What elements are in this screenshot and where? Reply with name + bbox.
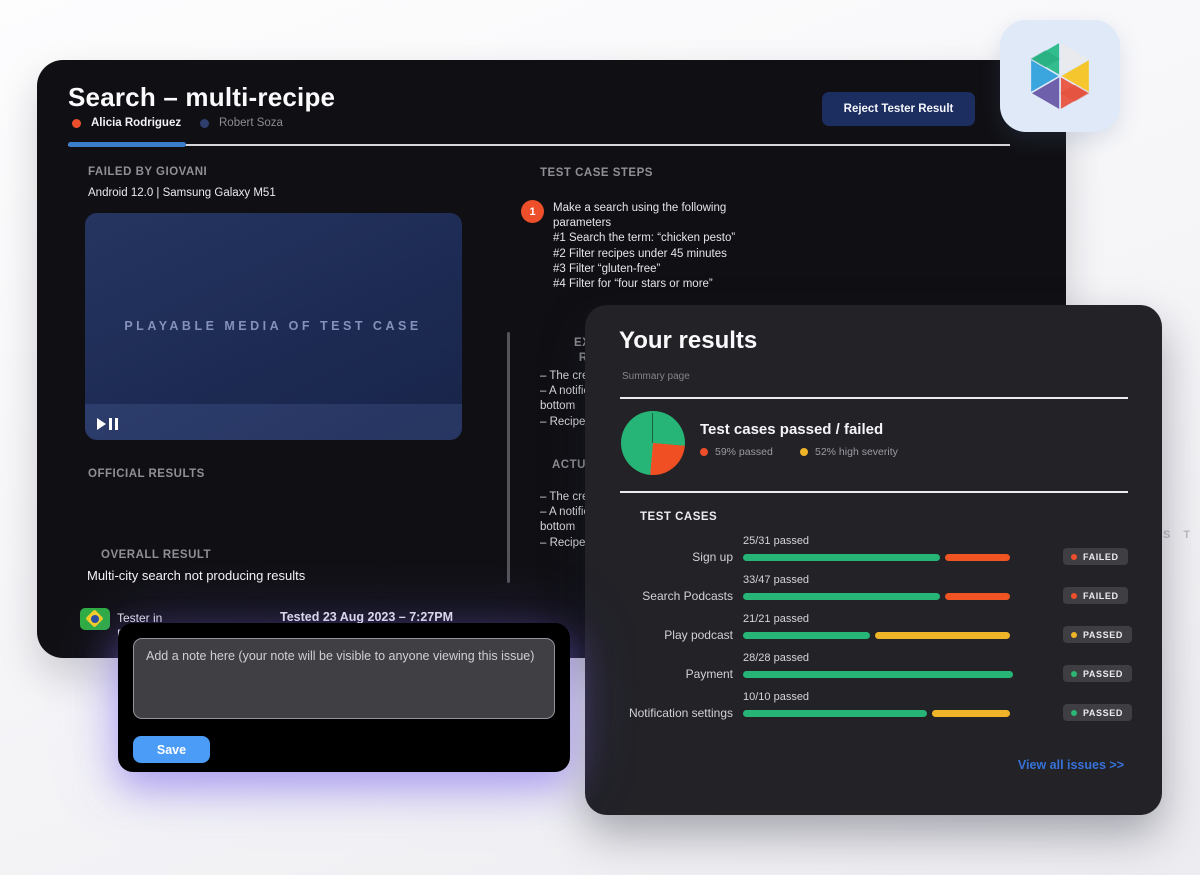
device-info: Android 12.0 | Samsung Galaxy M51 [88,187,276,199]
tab-alicia-rodriguez[interactable]: Alicia Rodriguez [72,117,181,129]
overall-result-text: Multi-city search not producing results [87,568,306,583]
header-divider [68,144,1010,146]
passed-count: 28/28 passed [743,652,810,664]
overall-result-label: OVERALL RESULT [101,549,212,561]
status-badge: FAILED [1063,548,1128,565]
test-case-name: Notification settings [628,706,733,720]
divider [620,491,1128,493]
save-button[interactable]: Save [133,736,210,763]
reject-tester-result-button[interactable]: Reject Tester Result [822,92,975,126]
official-results-label: OFFICIAL RESULTS [88,468,205,480]
status-dot [1071,592,1077,599]
legend-dot [800,448,808,456]
page-title: Search – multi-recipe [68,82,336,112]
legend-item-severity: 52% high severity [800,446,898,458]
pie-chart-notch [652,413,653,443]
test-case-row: 33/47 passed Search Podcasts FAILED [585,574,1162,610]
passed-count: 33/47 passed [743,574,810,586]
tab-robert-soza[interactable]: Robert Soza [200,117,283,129]
divider [620,397,1128,399]
test-case-steps-label: TEST CASE STEPS [540,167,653,179]
tab-status-dot [200,118,209,128]
legend-item-passed: 59% passed [700,446,773,458]
legend-dot [700,448,708,456]
status-dot [1071,631,1077,638]
test-cases-label: TEST CASES [640,511,718,523]
pie-chart [621,411,685,475]
chart-title: Test cases passed / failed [700,421,884,438]
progress-bar [743,593,1013,600]
results-subtitle: Summary page [622,371,690,382]
status-badge: PASSED [1063,626,1132,643]
note-input[interactable] [133,638,555,719]
test-case-row: 25/31 passed Sign up FAILED [585,535,1162,571]
test-case-name: Payment [685,667,733,681]
passed-count: 25/31 passed [743,535,810,547]
passed-count: 21/21 passed [743,613,810,625]
media-placeholder-text: PLAYABLE MEDIA OF TEST CASE [124,319,422,333]
step-description: Make a search using the following parame… [553,202,736,291]
tab-label: Alicia Rodriguez [91,117,182,129]
progress-bar [743,671,1013,678]
test-case-row: 21/21 passed Play podcast PASSED [585,613,1162,649]
failed-by-label: FAILED BY GIOVANI [88,166,208,178]
your-results-panel: Your results Summary page Test cases pas… [585,305,1162,815]
colorful-cube-logo-icon [1028,40,1092,112]
media-controls-bar [85,404,462,440]
active-tab-underline [68,142,186,147]
test-case-name: Play podcast [664,628,733,642]
step-number-badge: 1 [521,200,544,223]
add-note-dialog: Save [118,623,570,772]
progress-bar [743,710,1013,717]
progress-bar [743,554,1013,561]
test-case-name: Sign up [692,550,733,564]
tab-label: Robert Soza [219,117,283,129]
background-watermark-text: S T [1163,529,1196,541]
test-case-row: 28/28 passed Payment PASSED [585,652,1162,688]
progress-bar [743,632,1013,639]
status-badge: FAILED [1063,587,1128,604]
view-all-issues-link[interactable]: View all issues >> [1017,758,1124,772]
passed-count: 10/10 passed [743,691,810,703]
tab-status-dot [72,118,81,128]
tested-date: Tested 23 Aug 2023 – 7:27PM [280,610,453,624]
status-badge: PASSED [1063,665,1132,682]
results-title: Your results [619,327,758,354]
section-scrollbar[interactable] [507,332,510,583]
status-dot [1071,553,1077,560]
play-pause-icon[interactable] [97,418,118,430]
status-dot [1071,709,1077,716]
status-dot [1071,670,1077,677]
test-case-name: Search Podcasts [642,589,733,603]
brazil-flag-icon [80,608,110,630]
media-player[interactable]: PLAYABLE MEDIA OF TEST CASE [85,213,462,440]
app-icon [1000,20,1120,132]
status-badge: PASSED [1063,704,1132,721]
test-case-row: 10/10 passed Notification settings PASSE… [585,691,1162,727]
